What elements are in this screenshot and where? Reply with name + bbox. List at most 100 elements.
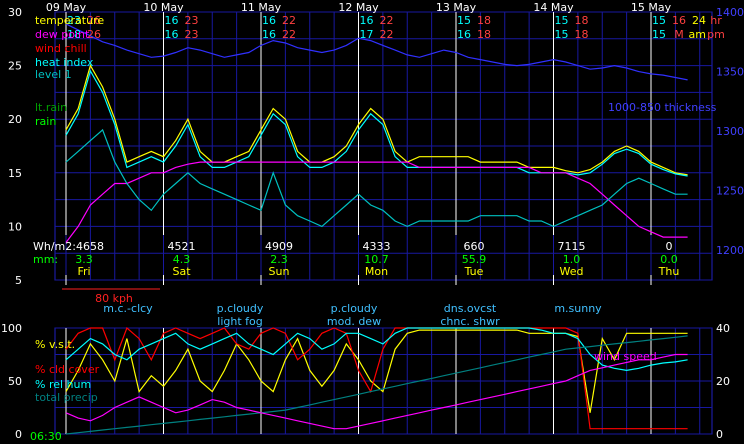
- lower-series-line-wind-speed: [65, 353, 688, 430]
- sky-condition-label: m.sunny: [554, 302, 602, 315]
- day-name-label: Sun: [269, 265, 290, 278]
- lower-series-line--v-s-t-: [65, 329, 688, 413]
- rain-value: 3.3: [75, 253, 93, 266]
- daily-temp-max: 26: [87, 14, 101, 27]
- top-right-label: hr: [710, 14, 722, 27]
- sky-condition-detail: mod. dew: [327, 315, 381, 328]
- sky-condition-label: m.c.-clcy: [103, 302, 153, 315]
- top-right-label: am: [689, 28, 706, 41]
- daily-temp-min: 16: [360, 14, 374, 27]
- daily-dew-max: 18: [477, 28, 491, 41]
- daily-temp-max: 22: [380, 14, 394, 27]
- lower-left-axis-tick: 50: [8, 375, 22, 388]
- series-line-1000-850-thickness: [65, 23, 688, 81]
- daily-dew-max: 26: [87, 28, 101, 41]
- daily-temp-min: 16: [165, 14, 179, 27]
- daily-dew-max: 22: [380, 28, 394, 41]
- rain-label: mm:: [33, 253, 58, 266]
- daily-temp-min: 15: [457, 14, 471, 27]
- energy-value: 4909: [265, 240, 293, 253]
- rain-value: 55.9: [462, 253, 487, 266]
- series-line-dew-point: [65, 161, 688, 243]
- lower-panel-series: [65, 326, 688, 435]
- daily-dew-max: 23: [185, 28, 199, 41]
- daily-temp-min: 16: [262, 14, 276, 27]
- sky-condition-label: p.cloudy: [331, 302, 378, 315]
- lower-series-line--cld-cover: [65, 326, 688, 430]
- energy-value: 4333: [363, 240, 391, 253]
- energy-value: 4521: [168, 240, 196, 253]
- right-axis-tick: 1200: [716, 244, 744, 257]
- sky-condition-detail: chnc. shwr: [440, 315, 500, 328]
- daily-dew-min: 16: [457, 28, 471, 41]
- day-name-label: Wed: [560, 265, 584, 278]
- day-name-label: Tue: [464, 265, 484, 278]
- lower-right-axis-tick: 20: [716, 375, 730, 388]
- series-line-heat-index: [65, 69, 688, 177]
- daily-dew-min: 15: [652, 28, 666, 41]
- right-axis-tick: 1300: [716, 125, 744, 138]
- day-header-label: 15 May: [631, 1, 672, 14]
- run-time-label: 06:30: [30, 430, 62, 443]
- left-axis-tick: 15: [8, 167, 22, 180]
- day-name-label: Sat: [172, 265, 191, 278]
- day-header-label: 12 May: [338, 1, 379, 14]
- legend-entry: lt.rain: [35, 101, 67, 114]
- daily-dew-min: 16: [262, 28, 276, 41]
- lower-legend-entry: % rel hum: [35, 378, 91, 391]
- day-header-label: 10 May: [143, 1, 184, 14]
- daily-dew-max: 18: [575, 28, 589, 41]
- lower-right-axis-tick: 0: [716, 428, 723, 441]
- daily-temp-min: 15: [652, 14, 666, 27]
- lower-right-axis-tick: 40: [716, 322, 730, 335]
- energy-value: 0: [666, 240, 673, 253]
- legend-entry: temperature: [35, 14, 104, 27]
- lower-panel-grid: [54, 327, 713, 435]
- legend-entry: heat index: [35, 56, 94, 69]
- left-axis-tick: 25: [8, 60, 22, 73]
- lower-left-axis-tick: 100: [1, 322, 22, 335]
- day-header-label: 09 May: [46, 1, 87, 14]
- daily-temp-max: 16: [672, 14, 686, 27]
- energy-value: 7115: [558, 240, 586, 253]
- daily-temp-max: 18: [575, 14, 589, 27]
- rain-value: 2.3: [270, 253, 288, 266]
- daily-temp-min: 15: [555, 14, 569, 27]
- energy-label: Wh/m2:4658: [33, 240, 104, 253]
- lower-series-line-total-precip: [65, 335, 688, 435]
- daily-dew-min: 17: [360, 28, 374, 41]
- right-axis-label: 1000-850 thickness: [608, 101, 717, 114]
- legend-entry: wind chill: [35, 42, 87, 55]
- sky-condition-label: dns.ovcst: [444, 302, 497, 315]
- lower-left-axis-tick: 0: [15, 428, 22, 441]
- upper-panel-series: [65, 23, 688, 243]
- left-axis-tick: 20: [8, 113, 22, 126]
- day-header-label: 13 May: [436, 1, 477, 14]
- wind-scale-label: 80 kph: [95, 292, 133, 305]
- legend-entry: rain: [35, 115, 56, 128]
- left-axis-tick: 30: [8, 6, 22, 19]
- lower-legend-entry: % cld cover: [35, 363, 100, 376]
- daily-dew-min: 18: [67, 28, 81, 41]
- sky-condition-label: p.cloudy: [217, 302, 264, 315]
- legend-entry: level 1: [35, 68, 72, 81]
- daily-temp-max: 22: [282, 14, 296, 27]
- daily-temp-max: 18: [477, 14, 491, 27]
- legend-entry: dew point: [35, 28, 90, 41]
- daily-dew-min: 15: [555, 28, 569, 41]
- left-axis-tick: 5: [15, 274, 22, 287]
- day-name-label: Fri: [77, 265, 90, 278]
- top-right-label: 24: [692, 14, 706, 27]
- top-right-label: pm: [707, 28, 725, 41]
- daily-dew-max: M: [674, 28, 684, 41]
- right-axis-tick: 1250: [716, 185, 744, 198]
- lower-series-line--rel-hum: [65, 327, 688, 372]
- rain-value: 10.7: [364, 253, 389, 266]
- series-line-level-1: [65, 128, 688, 228]
- energy-value: 660: [464, 240, 485, 253]
- day-name-label: Thu: [658, 265, 680, 278]
- daily-dew-max: 22: [282, 28, 296, 41]
- day-name-label: Mon: [365, 265, 388, 278]
